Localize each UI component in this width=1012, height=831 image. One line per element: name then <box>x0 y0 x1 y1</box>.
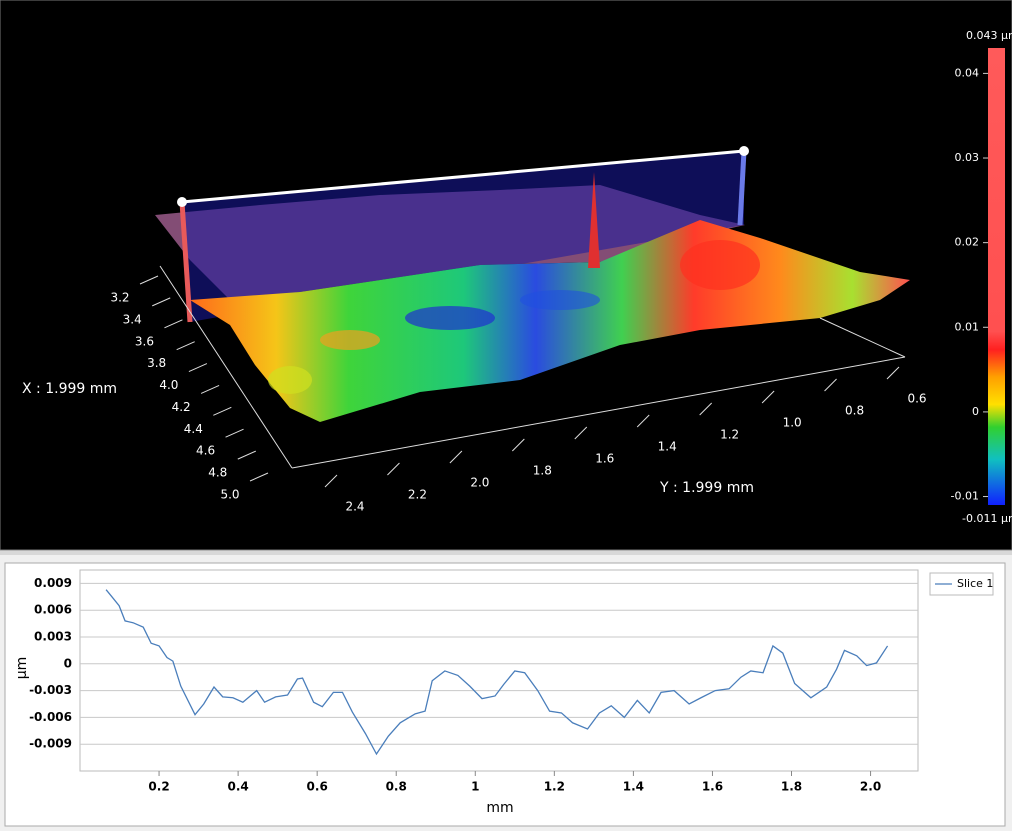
plot-area <box>79 569 919 772</box>
x-tick-label: 4.4 <box>184 422 203 436</box>
y-tick-label: 1.6 <box>595 452 614 466</box>
axis-tick <box>886 366 900 380</box>
x-tick-label: 3.6 <box>135 334 154 348</box>
axis-tick <box>324 474 338 488</box>
colorbar-label: 0.01 <box>955 320 980 333</box>
colorbar-label: 0.03 <box>955 151 980 164</box>
axis-tick <box>511 438 525 452</box>
x-tick-label: 1.2 <box>544 780 565 794</box>
axis-tick <box>164 319 183 329</box>
axis-tick <box>200 384 220 394</box>
colorbar <box>988 48 1005 505</box>
x-tick-label: 1 <box>471 780 479 794</box>
y-tick-label: -0.003 <box>29 683 72 697</box>
x-tick-label: 5.0 <box>220 488 239 502</box>
axis-tick <box>449 450 463 464</box>
axis-tick <box>152 297 171 307</box>
y-tick-label: 2.0 <box>470 476 489 490</box>
colorbar-max: 0.043 µm <box>966 29 1012 42</box>
axis-tick <box>225 428 244 438</box>
y-tick-label: 0.003 <box>34 630 72 644</box>
y-tick-label: 1.4 <box>658 440 677 454</box>
splitter[interactable] <box>0 551 1012 555</box>
x-tick-label: 4.2 <box>172 400 191 414</box>
y-tick-label: 1.2 <box>720 428 739 442</box>
y-axis-label: µm <box>14 657 30 680</box>
axis-tick <box>249 472 269 482</box>
y-tick-label: 1.8 <box>533 464 552 478</box>
axis-tick <box>213 406 232 416</box>
x-tick-label: 3.8 <box>147 356 166 370</box>
colorbar-min: -0.011 µm <box>962 512 1012 525</box>
colorbar-label: 0.02 <box>955 236 980 249</box>
x-tick-label: 1.4 <box>623 780 644 794</box>
axis-tick <box>139 275 159 285</box>
y-tick-label: 2.4 <box>345 500 364 514</box>
x-tick-label: 4.8 <box>208 466 227 480</box>
legend-label: Slice 1 <box>957 577 993 590</box>
x-tick-label: 0.4 <box>227 780 248 794</box>
axis-tick <box>237 450 256 460</box>
axis-tick <box>824 378 837 392</box>
axis-tick <box>574 426 588 440</box>
y-tick-label: 1.0 <box>783 416 802 430</box>
axis-tick <box>761 390 775 404</box>
x-tick-label: 3.2 <box>110 291 129 305</box>
x-size-label: X : 1.999 mm <box>22 381 117 397</box>
y-tick-label: 0.009 <box>34 576 72 590</box>
surface-3d <box>155 146 910 469</box>
colorbar-label: -0.01 <box>951 490 979 503</box>
y-tick-label: -0.006 <box>29 710 72 724</box>
axis-tick <box>636 414 650 428</box>
x-tick-label: 2.0 <box>860 780 881 794</box>
colorbar-label: 0.04 <box>955 66 980 79</box>
y-tick-label: 0.006 <box>34 603 72 617</box>
y-tick-label: -0.009 <box>29 737 72 751</box>
x-tick-label: 4.0 <box>159 378 178 392</box>
x-tick-label: 0.2 <box>148 780 169 794</box>
y-tick-label: 0.8 <box>845 404 864 418</box>
axis-tick <box>188 363 208 373</box>
x-tick-label: 1.8 <box>781 780 802 794</box>
legend <box>929 572 994 596</box>
x-tick-label: 4.6 <box>196 444 215 458</box>
x-tick-label: 0.6 <box>307 780 328 794</box>
axis-tick <box>699 402 713 416</box>
x-tick-label: 1.6 <box>702 780 723 794</box>
y-tick-label: 2.2 <box>408 488 427 502</box>
x-axis-label: mm <box>486 800 513 816</box>
profile-line <box>105 589 889 756</box>
x-tick-label: 0.8 <box>386 780 407 794</box>
x-tick-label: 3.4 <box>123 312 142 326</box>
colorbar-label: 0 <box>972 405 979 418</box>
axis-tick <box>176 341 195 351</box>
y-size-label: Y : 1.999 mm <box>659 480 754 496</box>
axis-tick <box>387 462 400 476</box>
y-tick-label: 0.6 <box>907 392 926 406</box>
y-tick-label: 0 <box>64 656 72 670</box>
